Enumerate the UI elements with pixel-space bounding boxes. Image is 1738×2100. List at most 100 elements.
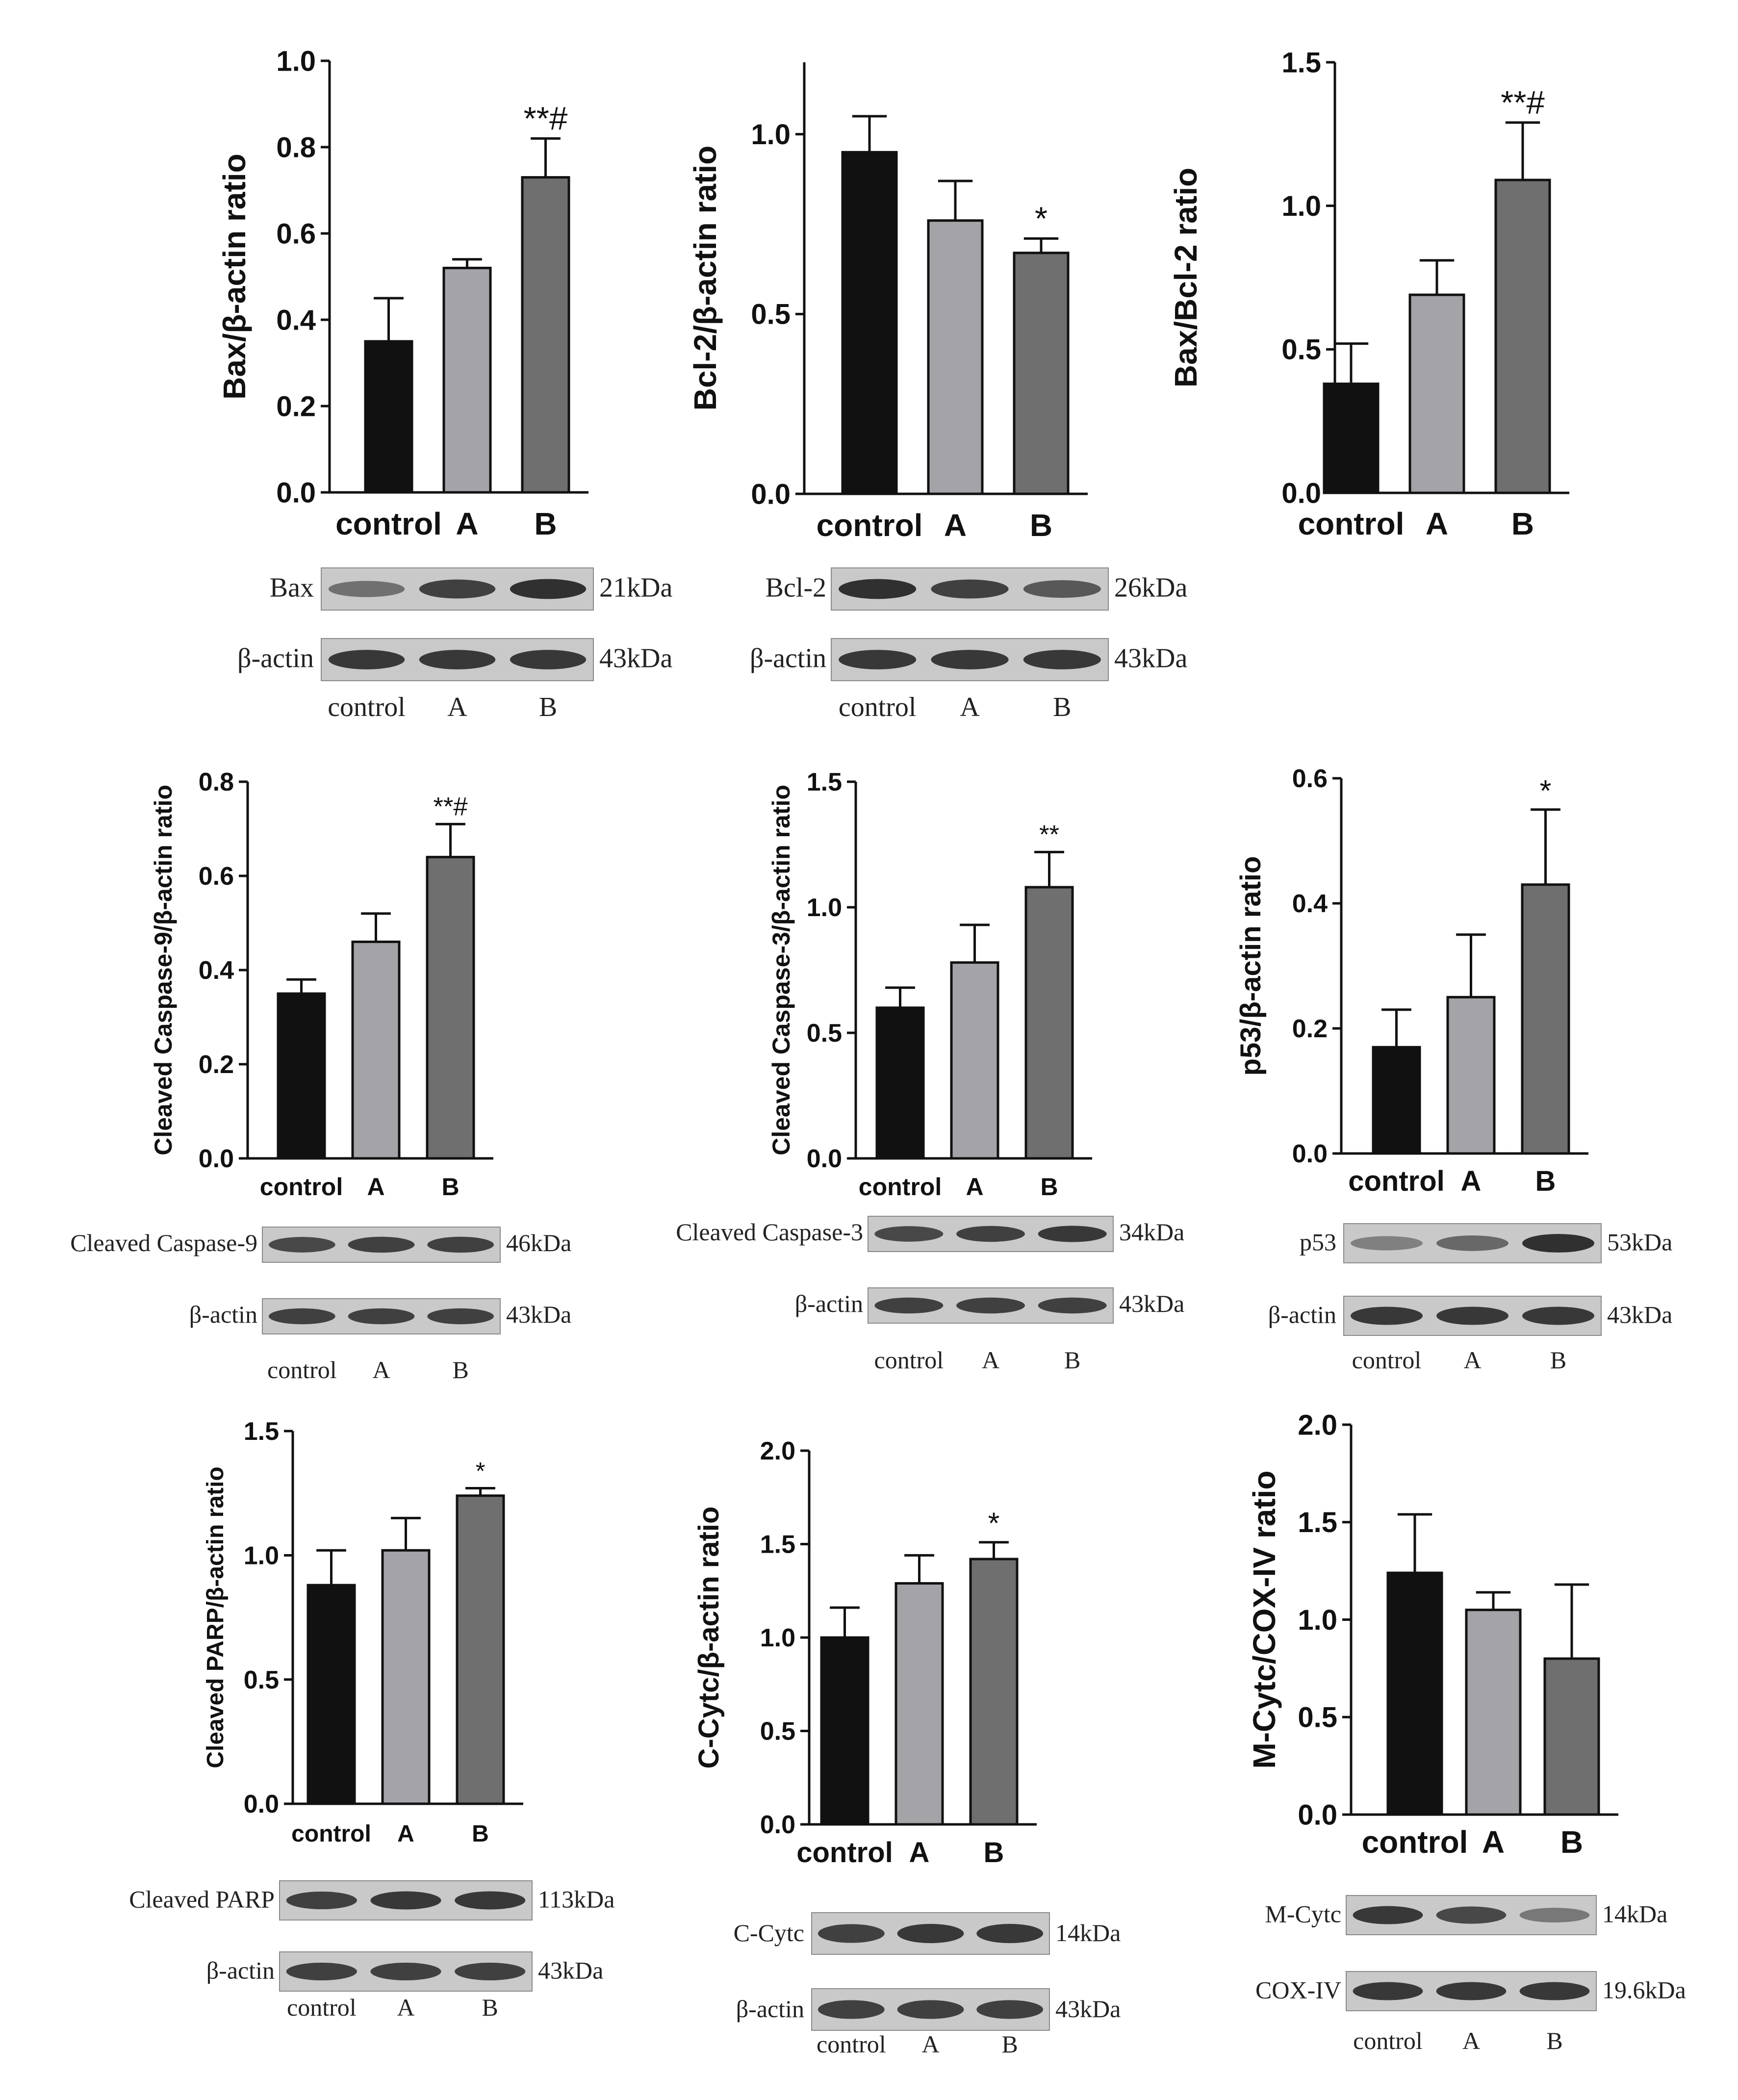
y-tick-label: 0.0 [751, 478, 791, 510]
blot-protein-label: Cleaved Caspase-9 [70, 1229, 257, 1256]
y-tick-label: 0.4 [199, 956, 234, 985]
chart-panel-parp: 0.0 0.5 1.0 1.5 Cleaved PARP/β-actin ratio co… [129, 1417, 614, 2021]
bar-B [1494, 179, 1551, 494]
bar-A [895, 1582, 944, 1826]
y-tick-label: 1.0 [1298, 1604, 1337, 1636]
y-tick-label: 0.5 [244, 1666, 279, 1694]
x-category-label: control [1362, 1824, 1468, 1860]
blot-lane-label: control [1352, 1346, 1422, 1374]
x-category-label: B [1535, 1165, 1556, 1197]
blot-size-label: 43kDa [1055, 1995, 1121, 2023]
blot-lane-label: A [921, 2030, 939, 2058]
x-category-label: B [472, 1821, 489, 1847]
blot-lane-label: A [1462, 2027, 1480, 2054]
x-category-label: A [1482, 1824, 1505, 1860]
x-category-label: control [335, 506, 442, 541]
y-tick-label: 1.0 [760, 1624, 795, 1652]
blot-band [874, 1297, 944, 1314]
y-axis-title: C-Cytc/β-actin ratio [693, 1507, 725, 1769]
blot-band [419, 650, 496, 669]
y-tick-label: 1.5 [1281, 47, 1321, 78]
bar-control [820, 1636, 869, 1826]
chart-panel-casp9: 0.0 0.2 0.4 0.6 0.8 Cleaved Caspase-9/β-actin… [70, 768, 571, 1383]
y-tick-label: 0.2 [276, 390, 316, 422]
blot-lane-label: A [960, 692, 980, 722]
y-tick-label: 0.6 [276, 218, 316, 250]
y-tick-label: 1.0 [751, 119, 791, 151]
blot-band [268, 1308, 335, 1325]
x-category-label: B [984, 1837, 1004, 1869]
chart-panel-bcl2: 0.0 0.5 1.0 Bcl-2/β-actin ratio control A * B Bc… [688, 62, 1187, 722]
y-tick-label: 0.6 [1292, 765, 1328, 793]
y-tick-label: 0.2 [1292, 1015, 1328, 1043]
blot-size-label: 19.6kDa [1602, 1976, 1686, 2003]
blot-size-label: 43kDa [538, 1956, 603, 1984]
blot-band [348, 1236, 415, 1253]
blot-band [931, 579, 1009, 599]
blot-size-label: 53kDa [1607, 1228, 1672, 1255]
chart-panel-casp3: 0.0 0.5 1.0 1.5 Cleaved Caspase-3/β-actin ra… [676, 768, 1184, 1374]
blot-band [370, 1962, 441, 1981]
blot-band [976, 1923, 1044, 1944]
bar-control [875, 1006, 925, 1160]
y-tick-label: 1.0 [244, 1542, 279, 1570]
blot-band [370, 1891, 441, 1910]
blot-protein-label: β-actin [237, 643, 314, 673]
y-tick-label: 0.0 [244, 1790, 279, 1818]
y-tick-label: 1.5 [760, 1531, 795, 1559]
blot-lane-label: control [874, 1346, 944, 1374]
blot-size-label: 14kDa [1602, 1900, 1667, 1927]
blot-band [1436, 1906, 1507, 1924]
x-category-label: control [1298, 506, 1405, 541]
blot-band [1436, 1306, 1508, 1325]
blot-size-label: 43kDa [599, 643, 672, 673]
blot-protein-label: β-actin [189, 1301, 257, 1328]
bar-B [521, 176, 570, 494]
y-tick-label: 0.8 [276, 131, 316, 163]
y-tick-label: 0.0 [1298, 1799, 1337, 1831]
blot-lane-label: B [452, 1356, 468, 1383]
chart-panel-baxbcl2: 0.0 0.5 1.0 1.5 Bax/Bcl-2 ratio control A **# B [1168, 47, 1569, 541]
blot-band [1519, 1908, 1590, 1922]
significance-mark: * [1035, 200, 1048, 237]
blot-protein-label: β-actin [795, 1290, 863, 1317]
bar-A [1465, 1609, 1522, 1816]
blot-band [1522, 1306, 1594, 1325]
y-tick-label: 0.5 [1298, 1702, 1337, 1734]
y-tick-label: 1.0 [1281, 190, 1321, 222]
blot-lane-label: control [817, 2030, 886, 2058]
bar-B [456, 1494, 505, 1805]
y-tick-label: 0.0 [276, 477, 316, 509]
bar-control [1372, 1046, 1421, 1155]
y-axis-title: p53/β-actin ratio [1235, 856, 1267, 1076]
bar-A [927, 219, 984, 495]
bar-A [1408, 293, 1465, 494]
bar-A [351, 940, 401, 1160]
y-tick-label: 0.0 [199, 1145, 234, 1173]
x-category-label: B [1511, 506, 1534, 541]
blot-lane-label: A [447, 692, 467, 722]
blot-lane-label: B [482, 1994, 498, 2021]
significance-mark: **# [1501, 84, 1545, 121]
y-tick-label: 0.4 [276, 304, 316, 336]
y-axis-title: M-Cytc/COX-IV ratio [1247, 1470, 1282, 1768]
blot-band [455, 1891, 526, 1910]
blot-lane-label: B [1546, 2027, 1562, 2054]
x-category-label: control [260, 1173, 343, 1201]
blot-size-label: 14kDa [1055, 1919, 1121, 1946]
blot-band [1436, 1235, 1508, 1251]
significance-mark: * [988, 1507, 1000, 1540]
x-category-label: A [966, 1173, 983, 1201]
x-category-label: control [859, 1173, 942, 1201]
y-tick-label: 0.5 [760, 1717, 795, 1746]
blot-band [1519, 1982, 1590, 2000]
y-tick-label: 0.0 [1292, 1140, 1328, 1168]
blot-lane-label: A [1463, 1346, 1481, 1374]
blot-band [455, 1962, 526, 1981]
blot-protein-label: COX-IV [1255, 1976, 1341, 2003]
blot-band [818, 2000, 885, 2019]
blot-band [1023, 580, 1101, 598]
x-category-label: A [456, 506, 478, 541]
x-category-label: B [1040, 1173, 1058, 1201]
